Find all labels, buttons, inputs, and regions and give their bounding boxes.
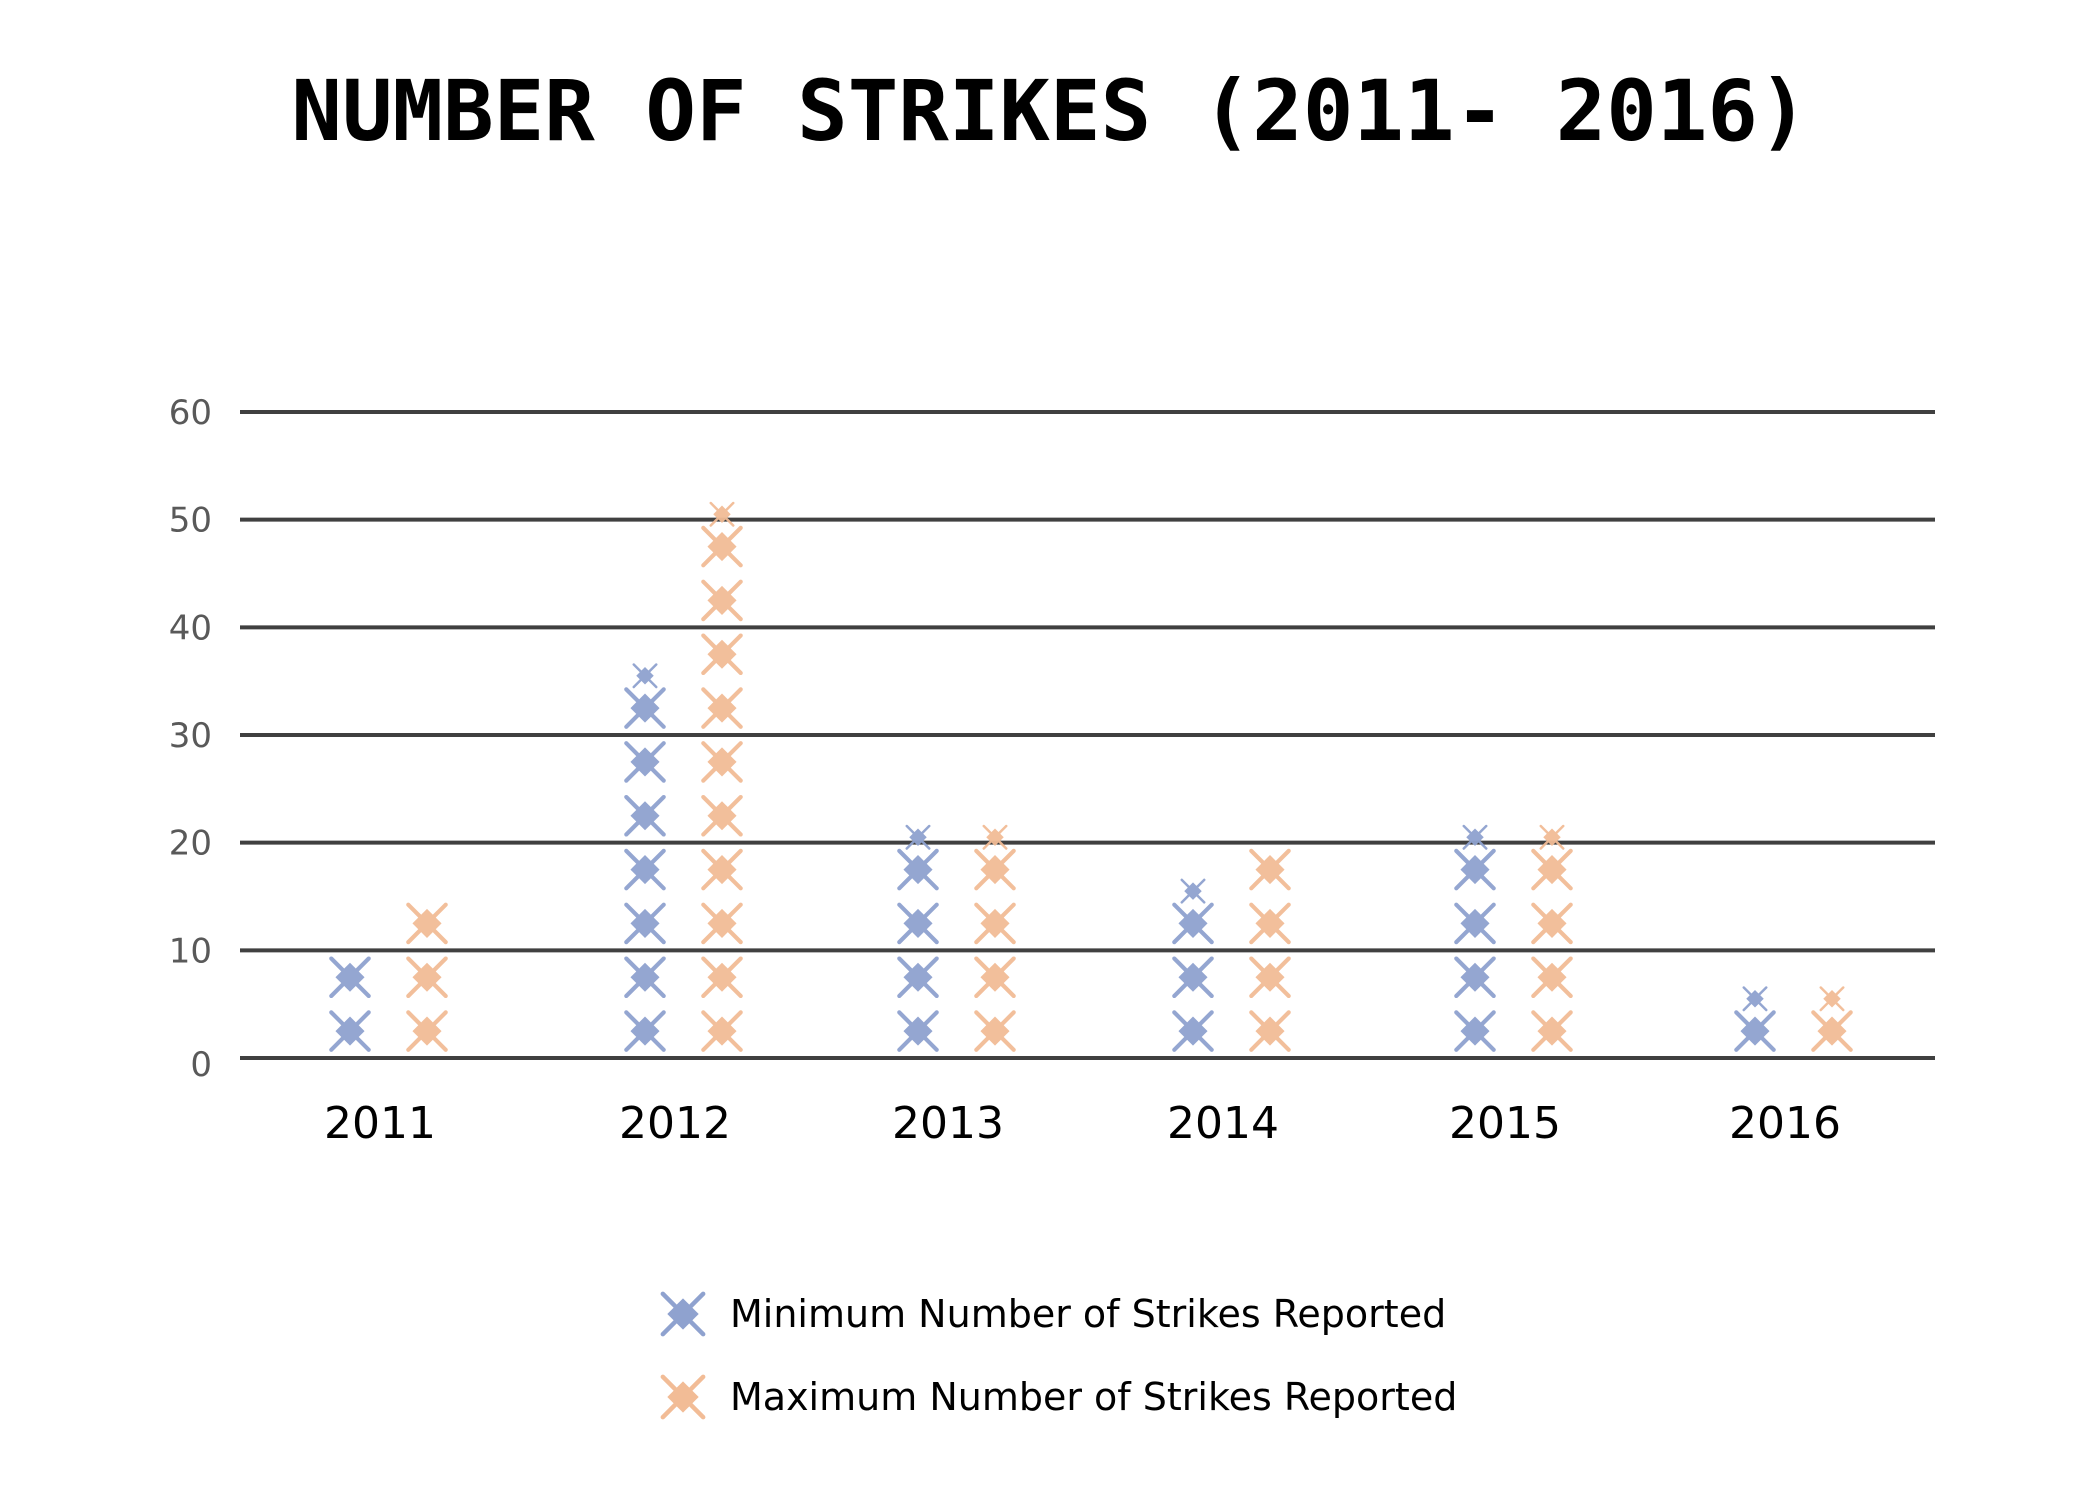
x-tick-label: 2016 — [1729, 1098, 1841, 1149]
bar-2016-max — [1813, 988, 1850, 1050]
bar-segment — [703, 528, 740, 565]
y-tick-label: 20 — [169, 824, 212, 864]
bar-segment — [1464, 826, 1486, 848]
bar-segment — [703, 959, 740, 996]
y-tick-label: 50 — [169, 501, 212, 541]
x-axis-labels: 2011 2012 2013 2014 2015 2016 — [324, 1098, 1841, 1149]
bar-segment — [1182, 880, 1204, 902]
bar-2014-min — [1174, 880, 1211, 1050]
bar-segment — [1456, 959, 1493, 996]
bar-segment — [1456, 1012, 1493, 1049]
bar-segment — [1533, 1012, 1570, 1049]
bar-segment — [1251, 1012, 1288, 1049]
bar-segment — [976, 959, 1013, 996]
bar-segment — [703, 851, 740, 888]
bar-segment — [626, 851, 663, 888]
bar-segment — [626, 797, 663, 834]
chart-marks — [331, 503, 1850, 1050]
bar-segment — [626, 959, 663, 996]
bar-2013-max — [976, 826, 1013, 1050]
x-tick-label: 2012 — [619, 1098, 731, 1149]
y-tick-label: 0 — [190, 1045, 212, 1085]
y-axis-ticks: 0 10 20 30 40 50 60 — [169, 393, 212, 1085]
bar-segment — [1744, 988, 1766, 1010]
y-tick-label: 40 — [169, 608, 212, 648]
bar-segment — [899, 959, 936, 996]
bar-segment — [1174, 905, 1211, 942]
y-tick-label: 10 — [169, 931, 212, 971]
bar-segment — [1456, 905, 1493, 942]
bar-segment — [899, 905, 936, 942]
bar-segment — [907, 826, 929, 848]
bar-segment — [1736, 1012, 1773, 1049]
bar-segment — [899, 1012, 936, 1049]
bar-segment — [976, 851, 1013, 888]
bar-segment — [1813, 1012, 1850, 1049]
bar-segment — [899, 851, 936, 888]
bar-segment — [626, 905, 663, 942]
bar-2011-max — [408, 905, 445, 1050]
bar-segment — [703, 905, 740, 942]
bar-2015-max — [1533, 826, 1570, 1050]
legend-swatch — [663, 1377, 703, 1417]
x-tick-label: 2015 — [1449, 1098, 1561, 1149]
bar-segment — [703, 582, 740, 619]
series-minimum — [331, 665, 1773, 1050]
gridlines — [240, 410, 1935, 1060]
bar-2012-max — [703, 503, 740, 1050]
legend-label: Maximum Number of Strikes Reported — [730, 1375, 1457, 1419]
bar-2011-min — [331, 959, 368, 1050]
bar-segment — [703, 689, 740, 726]
bar-segment — [626, 1012, 663, 1049]
legend-item-minimum: Minimum Number of Strikes Reported — [663, 1292, 1446, 1336]
bar-segment — [408, 905, 445, 942]
bar-segment — [1251, 851, 1288, 888]
bar-segment — [1456, 851, 1493, 888]
bar-segment — [976, 1012, 1013, 1049]
bar-2015-min — [1456, 826, 1493, 1050]
bar-segment — [984, 826, 1006, 848]
bar-segment — [703, 1012, 740, 1049]
bar-segment — [976, 905, 1013, 942]
bar-segment — [711, 503, 733, 525]
bar-segment — [703, 743, 740, 780]
bar-segment — [1821, 988, 1843, 1010]
bar-segment — [1174, 959, 1211, 996]
bar-segment — [703, 636, 740, 673]
bar-2016-min — [1736, 988, 1773, 1050]
bar-segment — [1533, 851, 1570, 888]
bar-segment — [703, 797, 740, 834]
x-tick-label: 2013 — [892, 1098, 1004, 1149]
bar-segment — [1533, 905, 1570, 942]
bar-segment — [626, 689, 663, 726]
bar-segment — [1533, 959, 1570, 996]
legend: Minimum Number of Strikes Reported Maximu… — [663, 1292, 1457, 1419]
y-tick-label: 30 — [169, 716, 212, 756]
bar-segment — [1251, 959, 1288, 996]
series-maximum — [408, 503, 1850, 1050]
bar-segment — [1174, 1012, 1211, 1049]
bar-segment — [634, 665, 656, 687]
x-tick-label: 2014 — [1167, 1098, 1279, 1149]
bar-segment — [626, 743, 663, 780]
bar-2013-min — [899, 826, 936, 1050]
bar-segment — [331, 1012, 368, 1049]
legend-label: Minimum Number of Strikes Reported — [730, 1292, 1446, 1336]
legend-swatch — [663, 1294, 703, 1334]
bar-segment — [331, 959, 368, 996]
bar-segment — [1251, 905, 1288, 942]
bar-segment — [408, 959, 445, 996]
chart-title: NUMBER OF STRIKES (2011- 2016) — [291, 62, 1808, 160]
x-tick-label: 2011 — [324, 1098, 436, 1149]
bar-segment — [1541, 826, 1563, 848]
legend-item-maximum: Maximum Number of Strikes Reported — [663, 1375, 1457, 1419]
y-tick-label: 60 — [169, 393, 212, 433]
bar-segment — [408, 1012, 445, 1049]
bar-2012-min — [626, 665, 663, 1050]
